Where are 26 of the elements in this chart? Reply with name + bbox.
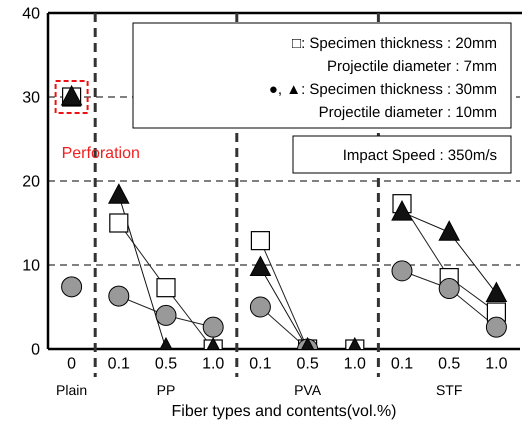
text: PVA [294,382,322,398]
annotation: ●, ▲: Specimen thickness : 30mm [268,81,497,98]
x-tick-label: 0 [67,355,76,372]
y-tick-label: 30 [22,90,40,107]
y-tick-label: 10 [22,258,40,275]
x-tick-label: 0.5 [154,355,178,372]
annotation: Impact Speed : 350m/s [342,147,497,164]
text: Plain [56,382,88,398]
x-axis-title: Fiber types and contents(vol.%) [172,403,396,420]
x-tick-label: 0.5 [438,355,460,372]
y-tick-label: 0 [31,342,40,359]
text: STF [436,382,462,398]
x-tick-label: 0.1 [249,355,272,372]
text: PP [156,382,176,398]
annotation: Projectile diameter : 7mm [326,58,497,75]
x-tick-label: 0.1 [390,355,414,372]
x-tick-label: 0.5 [296,355,319,372]
annotation: Projectile diameter : 10mm [318,104,497,121]
y-tick-label: 40 [22,6,40,23]
x-tick-label: 1.0 [202,355,224,372]
y-tick-label: 20 [22,174,40,191]
x-tick-label: 1.0 [485,355,508,372]
annotation: □: Specimen thickness : 20mm [292,35,497,52]
x-tick-label: 0.1 [108,355,130,372]
x-tick-label: 1.0 [344,355,366,372]
annotation: Perforation [62,145,140,162]
